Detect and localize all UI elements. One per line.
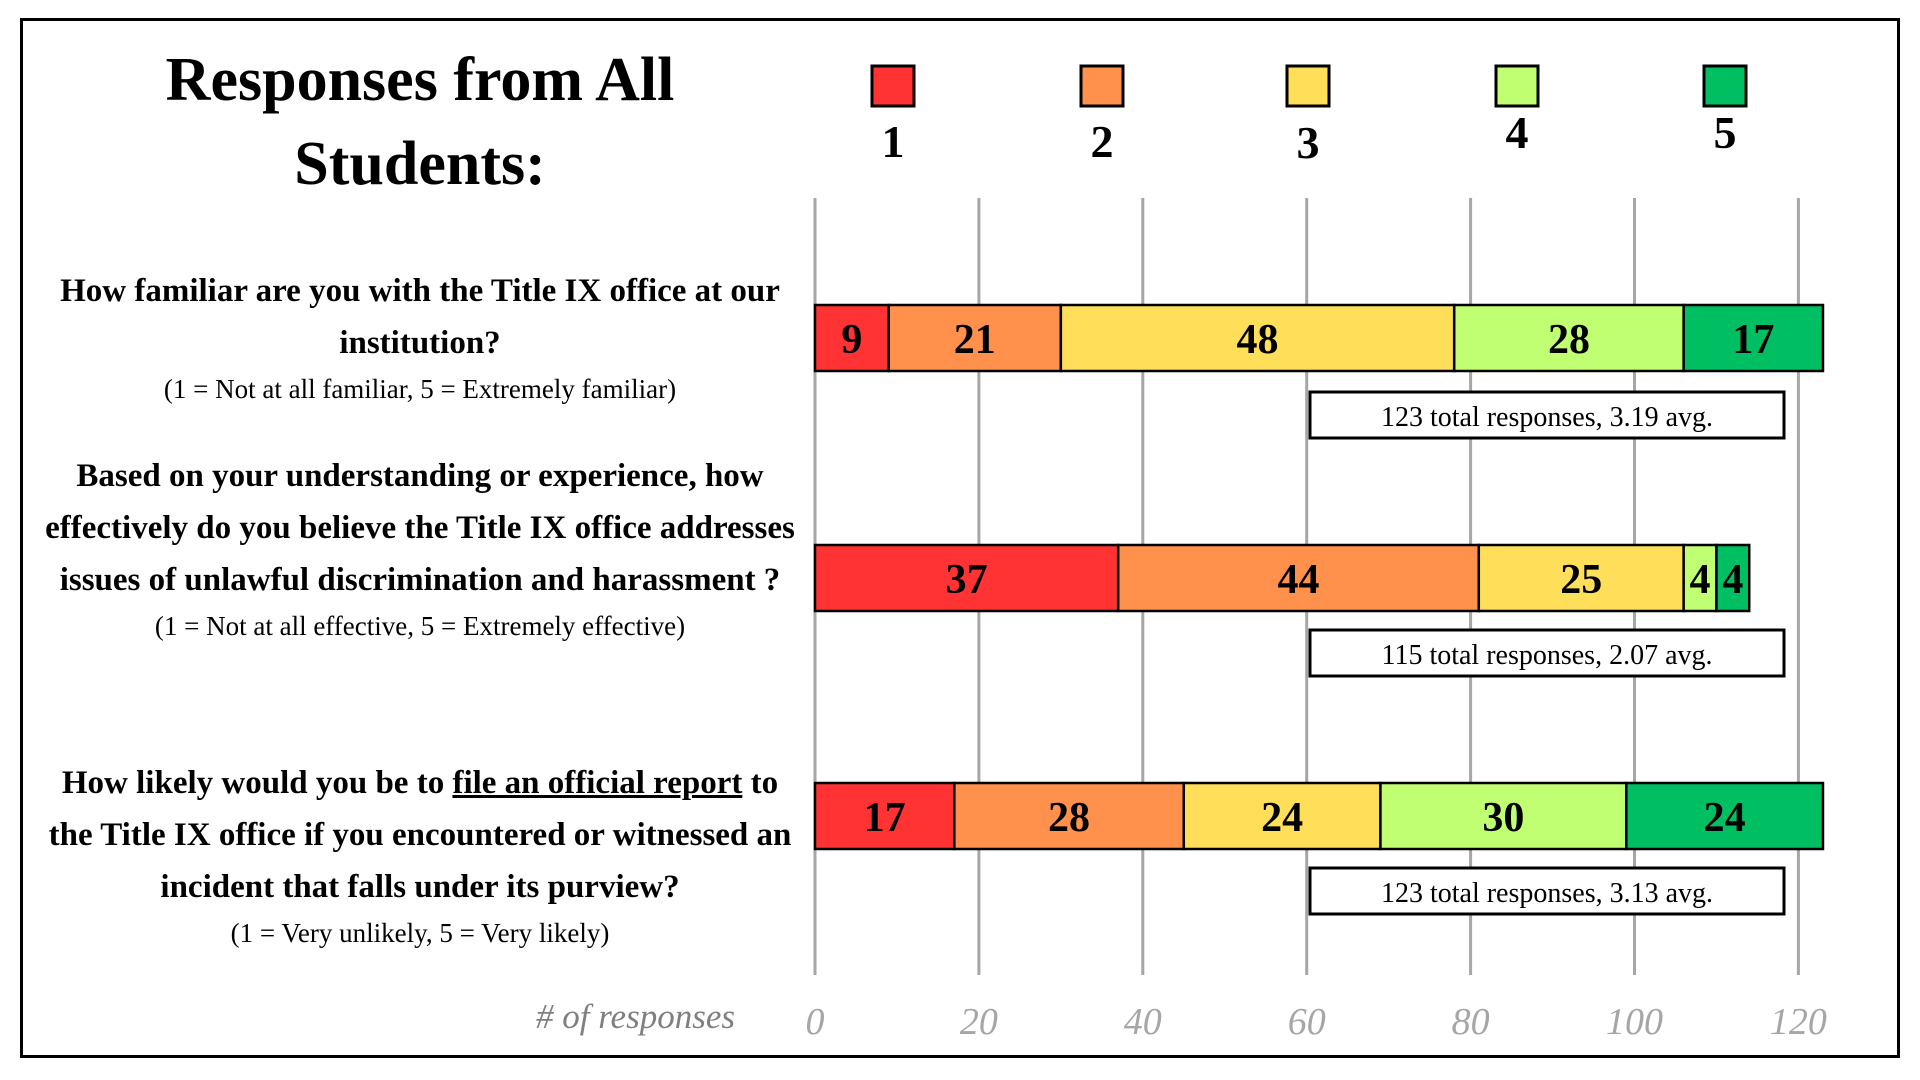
data-label-q3-rating-4: 30: [1482, 795, 1524, 841]
data-label-q1-rating-4: 28: [1548, 317, 1590, 363]
legend-swatch-1: [870, 64, 916, 108]
data-label-q1-rating-1: 9: [841, 317, 862, 363]
x-tick-label-60: 60: [1288, 1001, 1326, 1043]
question-3-text: How likely would you be to file an offic…: [48, 765, 792, 905]
summary-box-q2: [1308, 628, 1786, 678]
summary-text-q2: 115 total responses, 2.07 avg.: [1381, 640, 1712, 671]
legend-swatch-4: [1494, 64, 1540, 108]
question-2-scale: (1 = Not at all effective, 5 = Extremely…: [154, 611, 686, 641]
data-label-q2-rating-2: 44: [1278, 557, 1320, 603]
x-axis-label: # of responses: [536, 997, 735, 1036]
bar-q2-rating-2: [1116, 543, 1481, 613]
bar-q1-rating-4: [1452, 303, 1685, 373]
question-3-scale: (1 = Very unlikely, 5 = Very likely): [230, 918, 610, 948]
underlined-phrase: file an official report: [452, 765, 743, 801]
summary-text-q1: 123 total responses, 3.19 avg.: [1381, 402, 1713, 433]
legend-label-3: 3: [1297, 117, 1320, 168]
summary-box-q1: [1308, 390, 1786, 440]
bar-q3-rating-2: [953, 781, 1186, 851]
legend-label-4: 4: [1506, 107, 1529, 158]
question-3: How likely would you be to file an offic…: [45, 757, 795, 953]
data-label-q2-rating-1: 37: [946, 557, 988, 603]
question-1-text: How familiar are you with the Title IX o…: [60, 273, 780, 361]
data-label-q2-rating-4: 4: [1690, 557, 1711, 603]
x-tick-label-100: 100: [1606, 1001, 1663, 1043]
bar-q2-rating-5: [1715, 543, 1751, 613]
bar-q3-rating-5: [1625, 781, 1825, 851]
bar-q3-rating-4: [1379, 781, 1628, 851]
bar-q1-rating-5: [1682, 303, 1825, 373]
x-tick-label-40: 40: [1124, 1001, 1162, 1043]
data-label-q2-rating-3: 25: [1560, 557, 1602, 603]
summary-text-q3: 123 total responses, 3.13 avg.: [1381, 878, 1713, 909]
x-tick-label-80: 80: [1452, 1001, 1490, 1043]
bar-q2-rating-1: [813, 543, 1120, 613]
data-label-q2-rating-5: 4: [1722, 557, 1743, 603]
data-label-q1-rating-5: 17: [1732, 317, 1774, 363]
data-label-q3-rating-5: 24: [1704, 795, 1746, 841]
x-tick-label-0: 0: [806, 1001, 825, 1043]
x-tick-label-120: 120: [1770, 1001, 1827, 1043]
question-1-scale: (1 = Not at all familiar, 5 = Extremely …: [163, 374, 677, 404]
summary-box-q3: [1308, 866, 1786, 916]
question-1: How familiar are you with the Title IX o…: [45, 265, 795, 409]
data-label-q3-rating-2: 28: [1048, 795, 1090, 841]
question-2: Based on your understanding or experienc…: [45, 450, 795, 646]
question-2-text: Based on your understanding or experienc…: [45, 458, 795, 598]
data-label-q1-rating-3: 48: [1237, 317, 1279, 363]
chart-title: Responses from All Students:: [165, 46, 675, 198]
legend-swatch-3: [1285, 64, 1331, 108]
legend-swatch-5: [1702, 64, 1748, 108]
legend-label-1: 1: [882, 116, 905, 167]
bar-q1-rating-1: [813, 303, 891, 373]
data-label-q3-rating-3: 24: [1261, 795, 1303, 841]
bar-q2-rating-3: [1477, 543, 1685, 613]
legend-swatch-2: [1079, 64, 1125, 108]
legend-label-2: 2: [1091, 116, 1114, 167]
legend-label-5: 5: [1714, 107, 1737, 158]
data-label-q1-rating-2: 21: [954, 317, 996, 363]
data-label-q3-rating-1: 17: [864, 795, 906, 841]
bar-q1-rating-3: [1059, 303, 1456, 373]
x-tick-label-20: 20: [960, 1001, 998, 1043]
